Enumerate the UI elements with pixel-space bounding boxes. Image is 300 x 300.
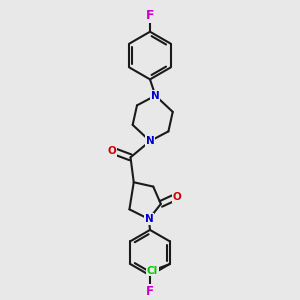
- Text: N: N: [146, 136, 154, 146]
- Text: N: N: [145, 214, 153, 224]
- Text: O: O: [108, 146, 116, 156]
- Text: O: O: [173, 192, 182, 203]
- Text: Cl: Cl: [147, 266, 158, 275]
- Text: N: N: [151, 91, 160, 100]
- Text: F: F: [146, 9, 154, 22]
- Text: F: F: [146, 285, 154, 298]
